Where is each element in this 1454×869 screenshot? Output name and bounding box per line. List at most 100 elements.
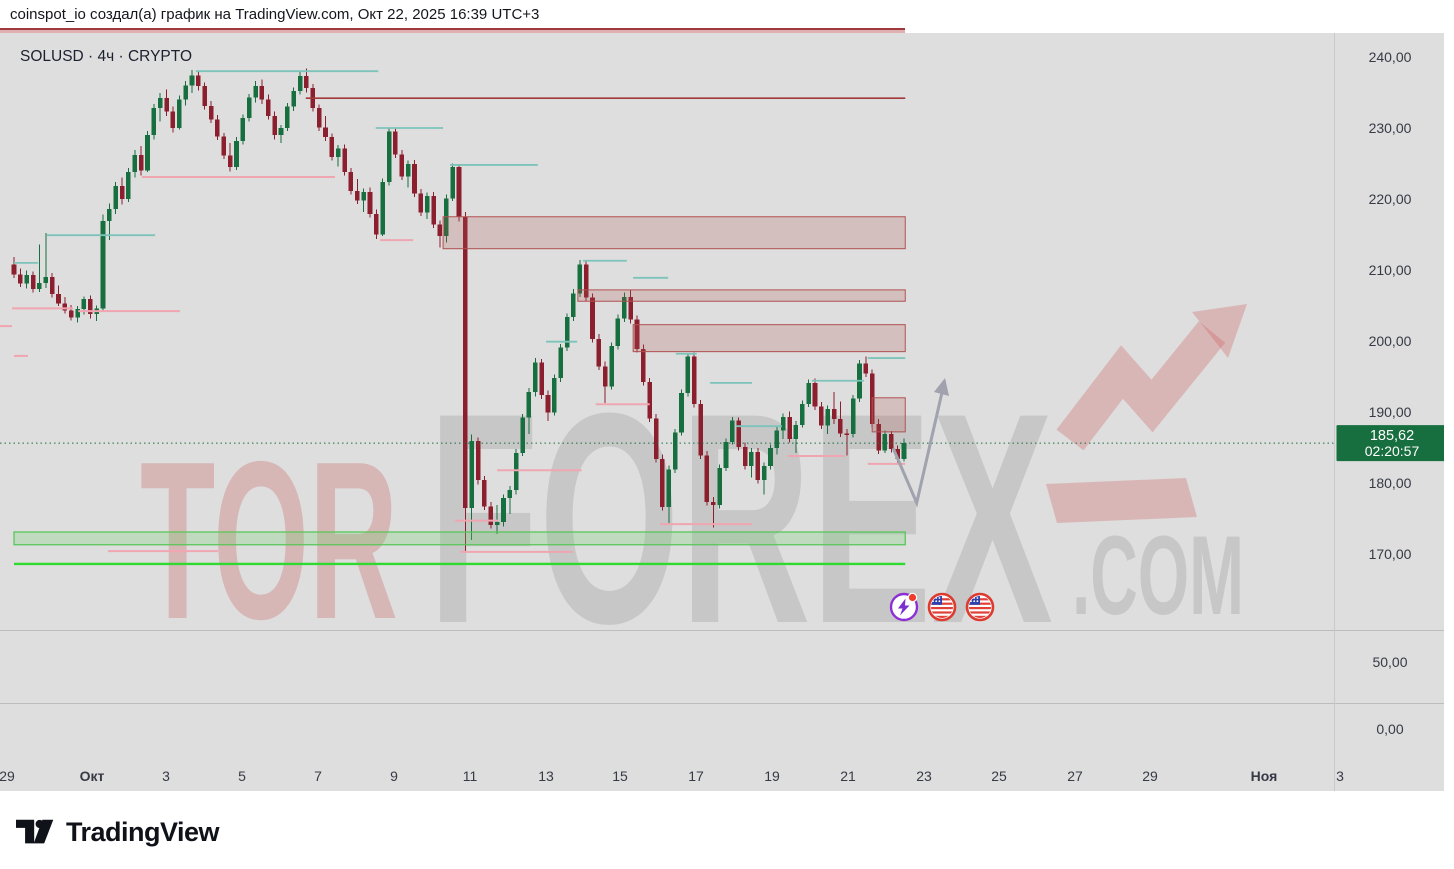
candle-body: [189, 75, 195, 86]
candle-body: [329, 137, 335, 158]
candle-body: [380, 181, 386, 235]
candle-body: [87, 299, 93, 315]
candle-body: [844, 433, 850, 435]
tradingview-brand-text: TradingView: [66, 816, 220, 847]
candle-body: [819, 406, 824, 426]
candle-body: [253, 86, 258, 98]
candle-body: [81, 299, 87, 310]
candle-body: [558, 347, 564, 378]
candle-body: [316, 108, 322, 128]
candle-body: [56, 294, 61, 304]
candle-body: [202, 86, 208, 106]
candle-body: [583, 264, 589, 298]
projection-arrowhead: [934, 378, 949, 396]
symbol-title: SOLUSD · 4ч · CRYPTO: [20, 48, 192, 65]
candle-body: [736, 420, 741, 447]
pane-dividers: [0, 33, 1444, 791]
candle-body: [11, 264, 17, 275]
candle-body: [679, 392, 684, 433]
candle-body: [49, 277, 55, 295]
time-tick-label: 7: [314, 768, 322, 784]
candle-body: [265, 99, 271, 116]
time-tick-label: 9: [390, 768, 398, 784]
candle-body: [424, 196, 430, 213]
candle-body: [602, 366, 608, 387]
supply-zone-top-cut[interactable]: [0, 28, 905, 33]
candle-body: [742, 446, 748, 466]
candle-body: [494, 522, 500, 525]
candle-body: [660, 458, 665, 508]
supply-zone[interactable]: [577, 289, 906, 302]
candle-body: [475, 441, 481, 481]
candle-body: [361, 191, 366, 201]
candle-body: [552, 377, 557, 413]
candle-body: [545, 394, 551, 413]
candle-body: [259, 86, 265, 100]
time-tick-label: 27: [1067, 768, 1083, 784]
candle-body: [291, 91, 297, 107]
boost-icon[interactable]: [889, 592, 919, 622]
support-zone[interactable]: [13, 531, 906, 546]
snapshot-title-bar: coinspot_io создал(а) график на TradingV…: [0, 0, 1454, 33]
candle-body: [526, 392, 532, 418]
candle-body: [774, 430, 780, 449]
supply-zone[interactable]: [871, 397, 906, 433]
candle-body: [825, 409, 830, 426]
candle-body: [145, 135, 150, 171]
candle-body: [723, 441, 729, 469]
candle-body: [761, 465, 767, 481]
candle-body: [895, 448, 900, 459]
candle-body: [450, 167, 455, 199]
time-tick-label: 15: [612, 768, 628, 784]
candle-body: [157, 98, 163, 109]
candle-body: [793, 424, 799, 439]
price-axis[interactable]: 240,00 230,00 220,00 210,00 200,00 190,00 180,…: [1336, 49, 1445, 737]
chart-background: [0, 33, 1444, 791]
chart-canvas[interactable]: TOR FOREX .COM240,00230,00220,00210,00200,…: [0, 33, 1444, 791]
candle-body: [539, 362, 544, 395]
pane3-scale-label: 0,00: [1376, 721, 1403, 737]
candle-body: [882, 434, 888, 451]
candle-body: [780, 416, 786, 431]
candle-body: [685, 356, 691, 393]
price-tick-label: 230,00: [1369, 120, 1412, 136]
candle-body: [710, 502, 716, 506]
tradingview-attribution[interactable]: TradingView: [16, 812, 220, 852]
projection-arrow[interactable]: [891, 380, 947, 508]
candle-body: [704, 455, 710, 503]
candle-body: [513, 453, 519, 491]
candle-body: [208, 105, 214, 120]
watermark-part-gray: FOREX: [428, 350, 1054, 686]
candle-body: [18, 274, 23, 284]
time-tick-label: 13: [538, 768, 554, 784]
candle-body: [386, 131, 392, 182]
tradingview-logo-icon: [16, 819, 54, 844]
time-tick-label: 25: [991, 768, 1007, 784]
candlestick-series[interactable]: [11, 68, 907, 552]
candle-body: [132, 154, 138, 173]
supply-zone[interactable]: [632, 324, 906, 353]
candle-body: [240, 118, 246, 141]
candle-body: [405, 164, 411, 177]
us-flag-icon[interactable]: [965, 592, 995, 622]
candle-body: [615, 318, 621, 346]
candle-body: [653, 418, 659, 459]
snapshot-title: coinspot_io создал(а) график на TradingV…: [10, 6, 540, 23]
candle-body: [768, 448, 773, 466]
candle-body: [278, 128, 284, 136]
time-tick-label: 3: [162, 768, 170, 784]
candle-body: [354, 191, 360, 201]
candle-body: [418, 193, 424, 213]
candle-body: [164, 98, 169, 112]
candle-body: [151, 108, 157, 136]
candle-body: [412, 164, 417, 194]
time-axis[interactable]: 29 Окт 3 5 7 9 11 13 15 17 19 21 23 25 27 29 Ноя 3: [0, 768, 1344, 784]
time-tick-label: 3: [1336, 768, 1344, 784]
supply-zone[interactable]: [442, 216, 906, 250]
us-flag-icon[interactable]: [927, 592, 957, 622]
candle-body: [838, 419, 843, 434]
time-tick-label: 11: [463, 768, 478, 784]
candle-body: [456, 167, 462, 217]
candle-body: [221, 136, 227, 156]
candle-body: [564, 316, 570, 348]
